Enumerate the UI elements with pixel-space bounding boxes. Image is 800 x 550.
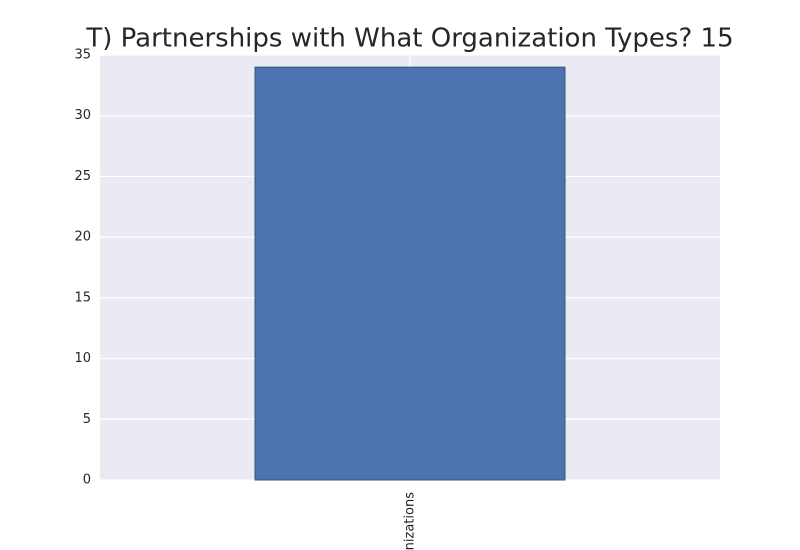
chart-title: T) Partnerships with What Organization T… — [85, 24, 733, 54]
bar — [254, 66, 566, 481]
y-tick-label: 10 — [74, 351, 91, 366]
x-tick-label: anizations — [403, 492, 418, 550]
y-tick-label: 25 — [74, 169, 91, 184]
y-tick-label: 0 — [83, 473, 91, 488]
y-tick-label: 20 — [74, 230, 91, 245]
y-tick-label: 35 — [74, 48, 91, 63]
y-tick-label: 15 — [74, 290, 91, 305]
y-tick-label: 5 — [83, 412, 91, 427]
y-tick-label: 30 — [74, 108, 91, 123]
